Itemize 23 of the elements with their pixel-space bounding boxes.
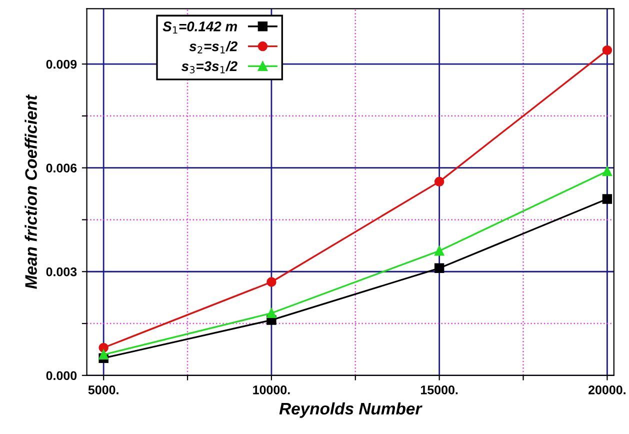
x-tick-label: 5000. [88,385,118,394]
x-tick-label: 20000. [588,385,626,394]
legend-label: s$_{2}$=s$_{1}$/2 [189,41,238,54]
legend-label: S$_{1}$=0.142 m [162,22,238,34]
x-tick-label: 15000. [420,385,458,394]
legend-label: s$_{3}$=3s$_{1}$/2 [181,60,238,74]
point [602,194,612,204]
point [98,342,108,353]
point [434,263,444,274]
point [434,176,444,187]
point [266,277,276,287]
x-tick-label: 10000. [253,385,290,394]
y-axis-title: Mean friction Coefficient [24,94,37,289]
y-tick-label: 0.000 [46,371,77,380]
point [602,166,612,176]
y-tick-label: 0.003 [46,267,77,276]
point [266,308,276,318]
y-tick-label: 0.009 [46,60,77,69]
point [98,350,108,360]
point [434,246,444,256]
x-axis-title: Reynolds Number [279,402,422,418]
point [602,45,612,56]
y-tick-label: 0.006 [46,164,77,172]
